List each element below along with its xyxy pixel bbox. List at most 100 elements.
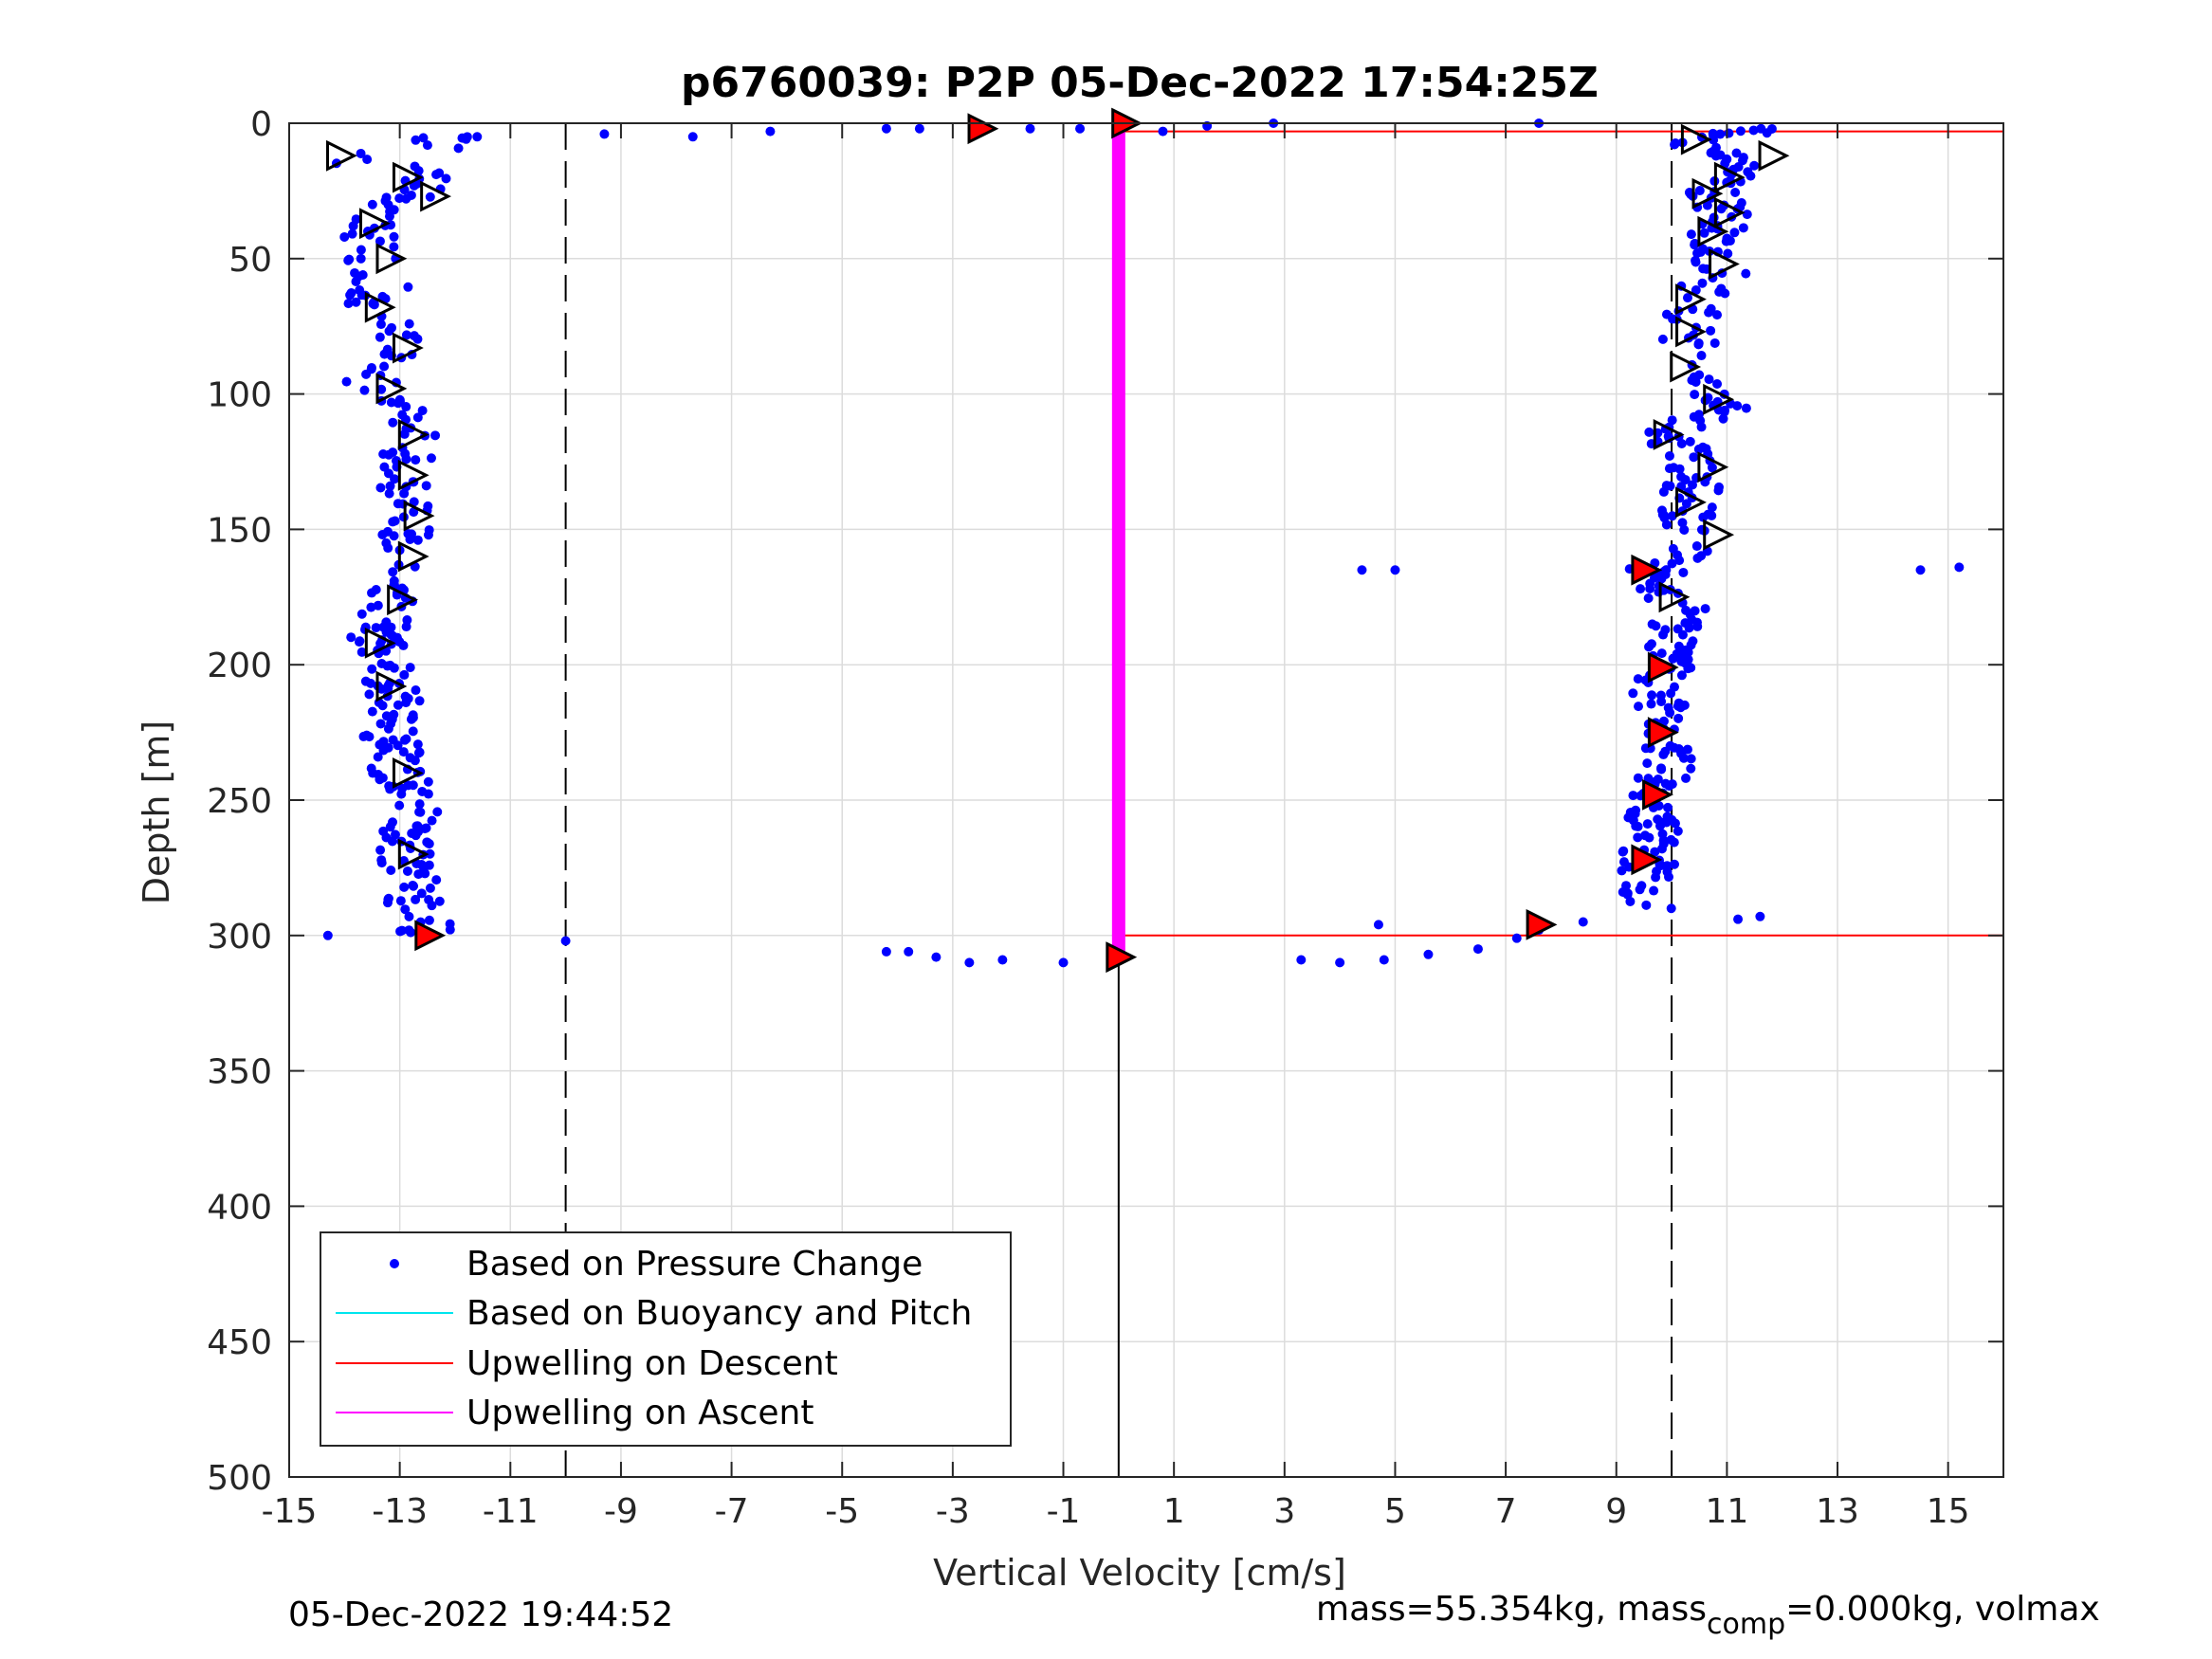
x-tick-label: -15 xyxy=(262,1492,318,1531)
red-triangle-marker xyxy=(414,920,447,952)
pressure-change-point xyxy=(379,349,390,359)
y-tick-label: 250 xyxy=(207,782,272,821)
mass-text-2: =0.000kg, volmax xyxy=(1785,1590,2100,1629)
pressure-change-point xyxy=(1634,702,1644,712)
pressure-change-point xyxy=(765,126,776,137)
pressure-change-point xyxy=(376,855,387,866)
pressure-change-point xyxy=(1357,565,1367,575)
pressure-change-point xyxy=(1686,229,1696,240)
y-tick-label: 450 xyxy=(207,1323,272,1362)
x-tick-label: 15 xyxy=(1927,1492,1970,1531)
pressure-change-point xyxy=(359,385,370,395)
open-triangle-marker xyxy=(392,332,424,364)
y-tick-label: 300 xyxy=(207,918,272,957)
pressure-change-point xyxy=(389,575,399,586)
pressure-change-point xyxy=(1649,573,1659,583)
x-tick-label: 1 xyxy=(1163,1492,1185,1531)
pressure-change-point xyxy=(386,322,396,333)
pressure-change-point xyxy=(453,143,464,154)
pressure-change-point xyxy=(376,658,387,668)
legend-label-descent: Upwelling on Descent xyxy=(466,1344,838,1383)
y-tick-label: 150 xyxy=(207,511,272,550)
pressure-change-point xyxy=(417,786,428,796)
pressure-change-point xyxy=(417,406,428,416)
pressure-change-point xyxy=(1712,379,1723,390)
open-triangle-marker xyxy=(325,139,357,172)
pressure-change-point xyxy=(1733,162,1744,173)
pressure-change-point xyxy=(377,701,388,711)
pressure-change-point xyxy=(375,332,385,342)
pressure-change-point xyxy=(409,881,419,891)
pressure-change-point xyxy=(1656,697,1667,707)
open-triangle-marker xyxy=(1670,351,1702,383)
pressure-change-point xyxy=(1690,240,1700,250)
pressure-change-point xyxy=(1915,565,1926,575)
triangle-markers xyxy=(325,107,1790,974)
y-tick-label: 50 xyxy=(229,241,272,280)
pressure-change-point xyxy=(383,893,393,903)
pressure-change-point xyxy=(1423,949,1434,959)
pressure-change-point xyxy=(418,133,429,143)
pressure-change-point xyxy=(343,255,354,265)
pressure-change-point xyxy=(383,199,393,210)
open-triangle-marker xyxy=(392,757,424,789)
x-tick-label: -3 xyxy=(936,1492,970,1531)
pressure-change-point xyxy=(1704,307,1714,318)
pressure-change-point xyxy=(404,319,414,329)
pressure-change-point xyxy=(1708,146,1718,156)
pressure-change-point xyxy=(385,481,395,491)
pressure-change-point xyxy=(367,199,377,210)
pressure-change-point xyxy=(1687,480,1697,490)
pressure-change-point xyxy=(1716,283,1727,294)
pressure-change-point xyxy=(375,483,386,493)
pressure-change-point xyxy=(401,330,411,340)
pressure-change-point xyxy=(1707,463,1717,473)
open-triangle-marker xyxy=(358,208,391,240)
pressure-change-point xyxy=(441,173,451,184)
pressure-change-point xyxy=(375,236,385,246)
pressure-change-point xyxy=(1472,944,1483,955)
red-triangle-marker xyxy=(967,113,999,145)
pressure-change-point xyxy=(1681,773,1691,783)
pressure-change-point xyxy=(1667,415,1677,426)
pressure-change-point xyxy=(1670,818,1680,829)
pressure-change-point xyxy=(931,952,941,962)
pressure-change-point xyxy=(1678,753,1689,763)
pressure-change-point xyxy=(406,190,416,200)
pressure-change-point xyxy=(1680,618,1691,629)
pressure-change-point xyxy=(410,756,420,766)
pressure-change-point xyxy=(411,135,421,145)
pressure-change-point xyxy=(1677,518,1688,528)
pressure-change-point xyxy=(395,926,406,937)
pressure-change-point xyxy=(1628,688,1638,699)
pressure-change-point xyxy=(1390,565,1400,575)
pressure-change-point xyxy=(395,896,406,906)
pressure-change-point xyxy=(339,231,350,242)
pressure-change-point xyxy=(1674,464,1685,474)
pressure-change-point xyxy=(399,488,410,499)
pressure-change-point xyxy=(422,837,432,848)
pressure-change-point xyxy=(1664,464,1674,474)
pressure-change-point xyxy=(1665,481,1675,491)
upwelling-lines xyxy=(1111,123,2003,957)
open-triangle-marker xyxy=(1675,316,1707,348)
pressure-change-point xyxy=(424,525,434,536)
pressure-change-point xyxy=(402,866,412,876)
pressure-change-point xyxy=(1954,562,1965,573)
pressure-change-point xyxy=(1661,309,1672,319)
pressure-change-point xyxy=(366,602,376,612)
pressure-change-point xyxy=(431,875,442,885)
pressure-change-point xyxy=(341,376,352,387)
pressure-change-point xyxy=(404,925,414,936)
pressure-change-point xyxy=(431,170,442,180)
y-tick-label: 500 xyxy=(207,1459,272,1498)
footer-mass-info: mass=55.354kg, masscomp=0.000kg, volmax xyxy=(1316,1590,2100,1641)
pressure-change-point xyxy=(1709,212,1719,223)
pressure-change-point xyxy=(381,538,392,548)
pressure-change-point xyxy=(1693,339,1704,350)
pressure-change-point xyxy=(356,245,366,255)
pressure-change-point xyxy=(426,453,436,464)
pressure-change-point xyxy=(415,807,426,817)
pressure-change-point xyxy=(1679,524,1690,535)
